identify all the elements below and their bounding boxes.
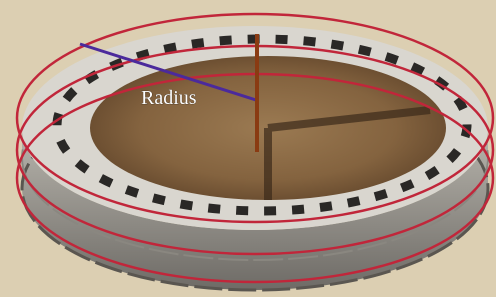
radius-label: Radius: [141, 87, 197, 109]
page: Radius (() => { const data = JSON.parse(…: [0, 0, 496, 297]
illustration: Radius: [0, 0, 496, 297]
